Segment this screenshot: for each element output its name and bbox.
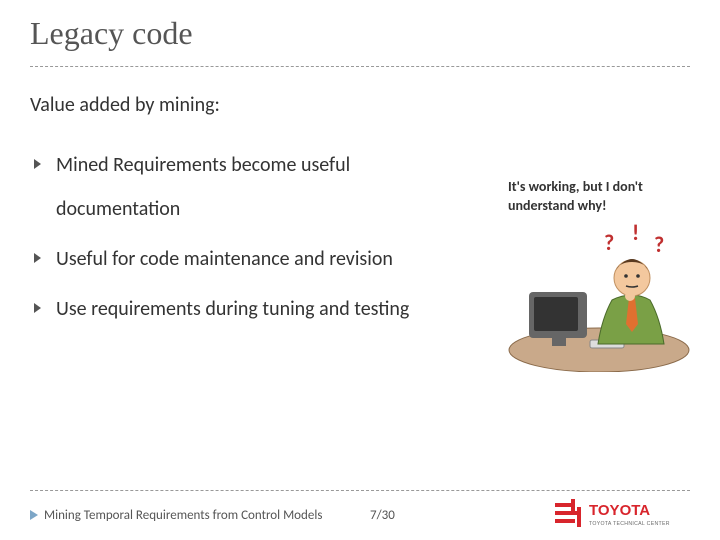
bullet-text: Mined Requirements become useful documen… xyxy=(56,153,350,221)
triangle-icon xyxy=(34,303,41,313)
confused-man-icon: ? ! ? xyxy=(504,222,694,372)
slide: Legacy code Value added by mining: Mined… xyxy=(0,0,720,540)
footer: Mining Temporal Requirements from Contro… xyxy=(30,500,690,530)
subtitle: Value added by mining: xyxy=(30,93,690,117)
list-item: Useful for code maintenance and revision xyxy=(30,237,460,281)
page-number: 7/30 xyxy=(370,508,395,523)
svg-text:?: ? xyxy=(604,229,614,256)
svg-text:!: ! xyxy=(632,222,639,246)
list-item: Use requirements during tuning and testi… xyxy=(30,287,460,331)
bullet-text: Useful for code maintenance and revision xyxy=(56,247,393,271)
bullet-list: Mined Requirements become useful documen… xyxy=(30,143,460,331)
title-rule xyxy=(30,66,690,67)
triangle-icon xyxy=(30,510,38,520)
toyota-logo: TOYOTA TOYOTA TECHNICAL CENTER xyxy=(555,497,690,529)
logo-subtext: TOYOTA TECHNICAL CENTER xyxy=(589,521,670,527)
triangle-icon xyxy=(34,159,41,169)
slide-title: Legacy code xyxy=(30,15,690,52)
svg-text:?: ? xyxy=(654,231,664,258)
triangle-icon xyxy=(34,253,41,263)
list-item: Mined Requirements become useful documen… xyxy=(30,143,460,231)
image-caption: It's working, but I don't understand why… xyxy=(508,178,698,216)
footer-rule xyxy=(30,490,690,491)
logo-text: TOYOTA xyxy=(589,502,650,519)
bullet-text: Use requirements during tuning and testi… xyxy=(56,297,409,321)
footer-text: Mining Temporal Requirements from Contro… xyxy=(44,508,322,523)
